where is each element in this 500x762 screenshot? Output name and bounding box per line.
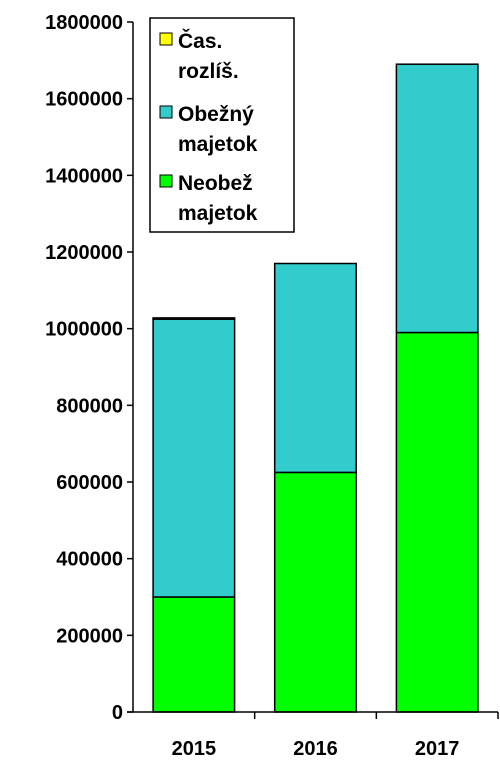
legend-label-neobez-line1: Neobež	[178, 172, 253, 195]
bar-cas-rozlis-2015	[152, 317, 236, 320]
bar-neobez-majetok-2017	[395, 331, 479, 713]
y-tick-label: 200000	[56, 625, 123, 647]
legend-label-neobez-line2: majetok	[178, 202, 258, 225]
y-tick-label: 1800000	[45, 12, 123, 34]
legend-label-obezny-line2: majetok	[178, 133, 258, 156]
y-tick-label: 1200000	[45, 242, 123, 264]
bar-obezny-majetok-2017	[395, 63, 479, 334]
x-tick-label-2015: 2015	[172, 738, 217, 760]
legend-label-cas-line1: Čas.	[178, 29, 222, 53]
bar-neobez-majetok-2015	[152, 596, 236, 713]
legend-label-cas-line2: rozlíš.	[178, 60, 239, 83]
y-tick-label: 0	[112, 702, 123, 724]
y-tick-label: 1600000	[45, 89, 123, 111]
x-tick-label-2017: 2017	[415, 738, 460, 760]
x-tick-label-2016: 2016	[293, 738, 338, 760]
bar-neobez-majetok-2016	[273, 471, 357, 713]
axes-group: 0 200000 400000 600000 800000 1000000 1200000 1…	[45, 12, 499, 760]
legend-swatch-neobez-majetok	[159, 174, 173, 188]
bar-obezny-majetok-2015	[152, 318, 236, 598]
y-tick-label: 1000000	[45, 319, 123, 341]
y-tick-label: 400000	[56, 549, 123, 571]
bar-obezny-majetok-2016	[273, 262, 357, 474]
legend-label-obezny-line1: Obežný	[178, 103, 254, 126]
legend-swatch-cas-rozlis	[159, 32, 173, 46]
legend: Čas. rozlíš. Obežný majetok Neobež majet…	[149, 17, 295, 233]
y-tick-label: 800000	[56, 395, 123, 417]
bars-group	[152, 63, 479, 713]
legend-swatch-obezny-majetok	[159, 105, 173, 119]
legend-box	[149, 17, 295, 233]
y-tick-label: 600000	[56, 472, 123, 494]
y-tick-label: 1400000	[45, 165, 123, 187]
